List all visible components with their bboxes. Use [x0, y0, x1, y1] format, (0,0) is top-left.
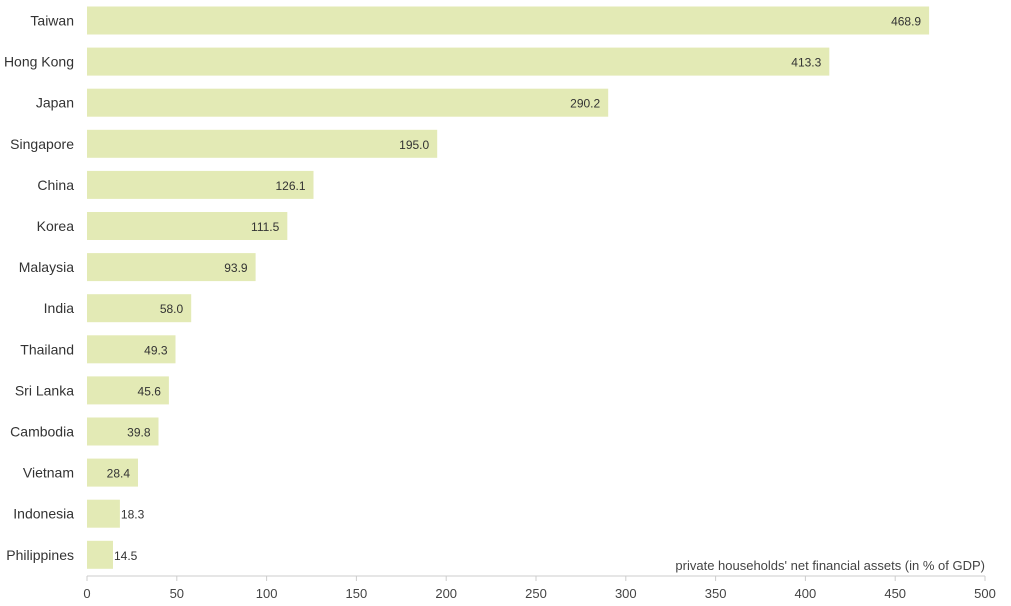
category-label: Sri Lanka	[15, 382, 74, 398]
category-labels: Taiwan Hong Kong Japan Singapore China Korea M…	[4, 13, 74, 563]
x-tick-label: 50	[170, 586, 184, 601]
category-label: Singapore	[10, 136, 74, 152]
value-label: 58.0	[160, 302, 184, 316]
bar-singapore	[87, 129, 438, 158]
bar-vietnam	[87, 458, 138, 487]
category-label: Malaysia	[19, 259, 74, 275]
bar-korea	[87, 212, 288, 240]
value-labels: 468.9 413.3 290.2 195.0 126.1 111.5 93.9 58.0 49…	[107, 15, 922, 563]
value-label: 49.3	[144, 343, 168, 357]
x-tick-label: 450	[884, 586, 906, 601]
bar-cambodia	[87, 417, 159, 446]
category-label: Cambodia	[10, 424, 74, 440]
x-tick-label: 100	[256, 586, 278, 601]
x-tick-label: 300	[615, 586, 637, 601]
category-label: China	[37, 177, 74, 193]
x-axis-ticks: 0 50 100 150 200 250 300 350 400 450 500	[83, 576, 996, 601]
x-axis-title: private households' net financial assets…	[675, 558, 985, 573]
x-tick-label: 350	[705, 586, 727, 601]
value-label: 468.9	[891, 15, 921, 29]
value-label: 39.8	[127, 426, 151, 440]
value-label: 195.0	[399, 138, 429, 152]
value-label: 18.3	[121, 508, 145, 522]
x-tick-label: 500	[974, 586, 996, 601]
category-label: Japan	[36, 95, 74, 111]
category-label: Korea	[37, 218, 75, 234]
bar-sri-lanka	[87, 376, 169, 405]
value-label: 413.3	[791, 56, 821, 70]
x-tick-label: 400	[795, 586, 817, 601]
value-label: 45.6	[138, 384, 162, 398]
bar-hong-kong	[87, 47, 830, 76]
category-label: Hong Kong	[4, 54, 74, 70]
value-label: 126.1	[275, 179, 305, 193]
category-label: Vietnam	[23, 465, 74, 481]
category-label: India	[44, 300, 75, 316]
value-label: 111.5	[251, 220, 280, 234]
bar-india	[87, 294, 192, 323]
bar-philippines	[87, 540, 113, 569]
bar-thailand	[87, 335, 176, 364]
category-label: Thailand	[20, 341, 74, 357]
bars-group	[87, 6, 930, 569]
category-label: Indonesia	[13, 506, 74, 522]
bar-indonesia	[87, 499, 120, 528]
value-label: 93.9	[224, 261, 248, 275]
category-label: Taiwan	[30, 13, 74, 29]
bar-china	[87, 170, 314, 199]
bar-japan	[87, 88, 609, 117]
value-label: 28.4	[107, 467, 131, 481]
bar-malaysia	[87, 253, 256, 282]
x-tick-label: 0	[83, 586, 90, 601]
value-label: 14.5	[114, 549, 138, 563]
x-tick-label: 150	[346, 586, 368, 601]
x-tick-label: 250	[525, 586, 547, 601]
value-label: 290.2	[570, 97, 600, 111]
x-tick-label: 200	[435, 586, 457, 601]
bar-taiwan	[87, 6, 930, 35]
category-label: Philippines	[6, 547, 74, 563]
